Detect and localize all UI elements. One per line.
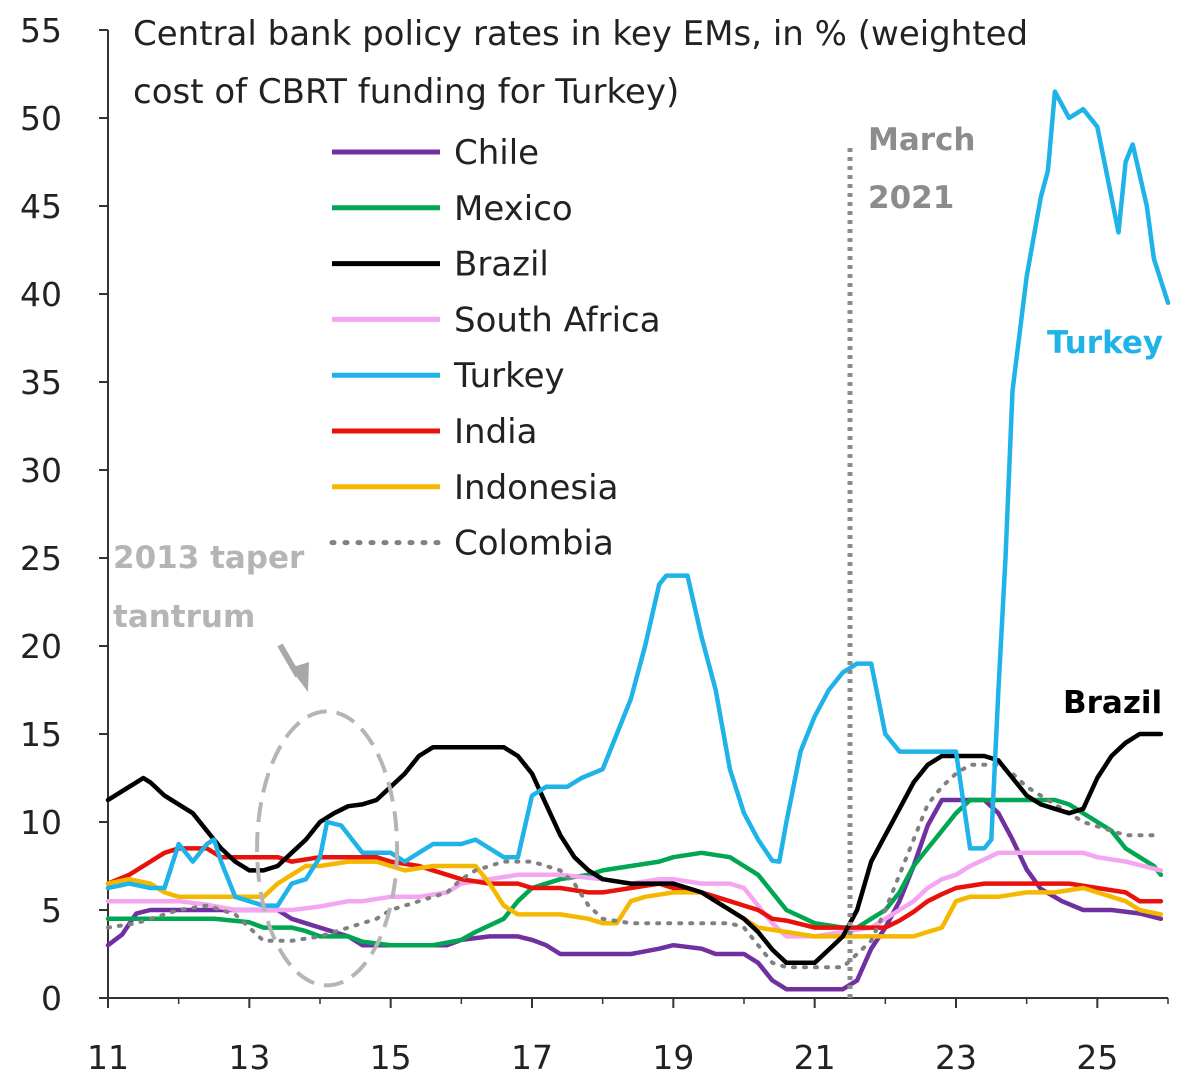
y-tick-label: 25	[20, 539, 62, 578]
legend-label: Turkey	[453, 356, 565, 396]
turkey-series-label: Turkey	[1047, 325, 1163, 361]
series-lines	[105, 89, 1171, 992]
chart-title-line-2: cost of CBRT funding for Turkey)	[133, 72, 679, 112]
legend-label: Brazil	[454, 245, 549, 285]
legend-label: South Africa	[454, 300, 661, 340]
x-tick-label: 13	[228, 1038, 270, 1077]
y-tick-label: 45	[20, 187, 62, 226]
x-tick-label: 23	[935, 1038, 977, 1077]
taper-tantrum-label-line-2: tantrum	[113, 599, 255, 635]
x-tick-label: 25	[1076, 1038, 1118, 1077]
march-2021-label-line-2: 2021	[868, 180, 954, 216]
legend: Chile Mexico Brazil South Africa Turkey India…	[329, 133, 661, 564]
series-line-india	[105, 846, 1164, 930]
series-line-indonesia	[105, 859, 1164, 939]
march-2021-label-line-1: March	[868, 122, 976, 158]
axes: 0 5 10 15 20 25 30 35 40 45 50 55 11 13 15 17 19 21 23 25	[20, 11, 1169, 1077]
series-line-mexico	[105, 797, 1164, 948]
chart-title-line-1: Central bank policy rates in key EMs, in…	[133, 14, 1028, 54]
y-tick-label: 50	[20, 99, 62, 138]
series-line-colombia	[106, 762, 1163, 970]
brazil-series-label: Brazil	[1063, 685, 1162, 721]
taper-tantrum-ellipse	[255, 709, 400, 988]
legend-label: Colombia	[454, 524, 614, 564]
y-tick-label: 20	[20, 627, 62, 666]
x-tick-label: 19	[652, 1038, 694, 1077]
y-tick-label: 40	[20, 275, 62, 314]
y-tick-label: 35	[20, 363, 62, 402]
taper-arrow-head	[290, 662, 309, 692]
x-tick-label: 17	[511, 1038, 553, 1077]
taper-tantrum-label-line-1: 2013 taper	[113, 540, 305, 576]
legend-label: Indonesia	[454, 468, 618, 508]
y-tick-label: 55	[20, 11, 62, 50]
x-tick-label: 21	[794, 1038, 836, 1077]
series-line-south-africa	[105, 850, 1164, 939]
legend-label: Chile	[454, 133, 539, 173]
y-tick-label: 15	[20, 715, 62, 754]
series-line-turkey	[105, 89, 1171, 908]
legend-label: Mexico	[454, 189, 573, 229]
legend-label: India	[454, 412, 537, 452]
x-tick-label: 15	[370, 1038, 412, 1077]
x-tick-label: 11	[87, 1038, 129, 1077]
y-tick-label: 30	[20, 451, 62, 490]
y-tick-label: 5	[41, 891, 62, 930]
y-tick-label: 10	[20, 803, 62, 842]
annotations: Central bank policy rates in key EMs, in…	[113, 14, 1163, 998]
y-tick-label: 0	[41, 979, 62, 1018]
